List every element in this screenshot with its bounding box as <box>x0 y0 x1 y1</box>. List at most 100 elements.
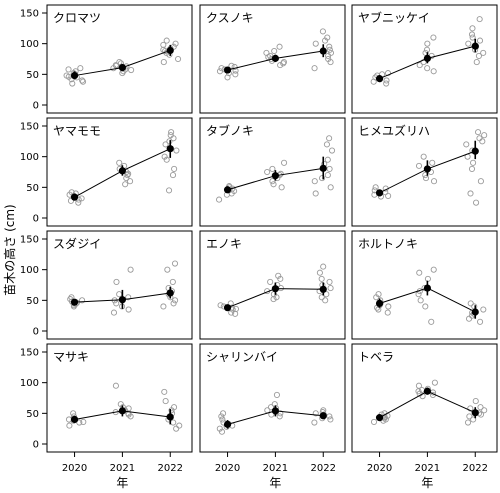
mean-point <box>70 298 79 306</box>
raw-point <box>278 184 285 191</box>
raw-point <box>311 65 318 72</box>
mean-point <box>375 75 384 83</box>
mean-point <box>271 285 279 293</box>
x-tick-label: 2022 <box>311 463 336 474</box>
raw-point <box>322 37 329 44</box>
raw-point <box>480 306 487 313</box>
raw-point <box>463 141 470 148</box>
mean-point <box>423 165 431 173</box>
panel-6: ヒメユズリハ <box>351 117 498 227</box>
mean-point <box>118 167 126 175</box>
raw-point <box>473 59 480 66</box>
raw-point <box>468 165 476 172</box>
raw-point <box>271 47 278 55</box>
raw-point <box>165 187 173 194</box>
raw-point <box>79 78 87 85</box>
mean-point <box>423 284 431 292</box>
raw-point <box>232 71 239 78</box>
y-tick-label: 0 <box>33 327 39 338</box>
x-tick-label: 2020 <box>215 463 240 474</box>
mean-point <box>471 308 479 316</box>
raw-point <box>173 425 180 432</box>
raw-point <box>277 62 284 69</box>
raw-point <box>113 278 120 285</box>
y-tick-label: 100 <box>20 265 39 276</box>
mean-point <box>375 299 384 307</box>
raw-point <box>422 303 429 310</box>
raw-point <box>219 416 226 423</box>
raw-point <box>113 300 120 307</box>
mean-point <box>118 407 126 415</box>
raw-point <box>481 407 488 414</box>
raw-point <box>383 77 390 84</box>
raw-point <box>479 138 486 145</box>
mean-point <box>223 304 232 312</box>
mean-point <box>271 407 279 415</box>
panel-title: ヒメユズリハ <box>358 123 430 138</box>
panel-3: ヤブニッケイ <box>351 4 498 114</box>
raw-point <box>169 278 176 285</box>
raw-point <box>475 129 482 136</box>
mean-point <box>271 172 279 180</box>
raw-point <box>232 305 240 312</box>
raw-point <box>464 419 472 426</box>
raw-point <box>476 135 483 142</box>
raw-point <box>473 199 480 206</box>
raw-point <box>318 275 325 282</box>
y-tick-label: 50 <box>26 70 39 81</box>
raw-point <box>384 309 391 316</box>
raw-point <box>110 309 118 316</box>
panel-frame <box>351 230 498 340</box>
raw-point <box>127 178 134 185</box>
panel-title: ホルトノキ <box>358 237 418 251</box>
raw-point <box>125 405 132 412</box>
raw-point <box>160 303 167 310</box>
raw-point <box>161 153 168 160</box>
raw-point <box>170 43 177 50</box>
raw-point <box>269 165 276 172</box>
raw-point <box>465 315 473 322</box>
mean-point <box>166 46 174 55</box>
raw-point <box>327 285 334 292</box>
raw-point <box>312 40 319 47</box>
mean-point <box>319 285 327 293</box>
mean-point <box>118 63 126 72</box>
raw-point <box>428 318 435 325</box>
raw-point <box>166 138 173 145</box>
raw-point <box>415 162 423 169</box>
raw-point <box>125 306 132 313</box>
panel-10: マサキ 0 50 100 150 2020 2021 2022 年 <box>20 343 193 490</box>
panel-frame <box>46 230 193 340</box>
raw-point <box>322 297 329 304</box>
raw-point <box>160 59 167 66</box>
raw-point <box>312 190 319 197</box>
raw-point <box>465 40 472 47</box>
raw-point <box>170 135 177 142</box>
mean-point <box>423 54 431 62</box>
mean-point <box>166 413 174 421</box>
x-tick-label: 2022 <box>158 463 183 474</box>
panel-7: スダジイ 0 50 100 150 <box>20 230 193 340</box>
raw-point <box>385 192 392 199</box>
y-tick-label: 100 <box>20 378 39 389</box>
raw-point <box>176 422 183 429</box>
panel-frame <box>199 4 346 114</box>
raw-point <box>171 260 179 267</box>
x-tick-label: 2022 <box>463 463 488 474</box>
raw-point <box>424 65 431 72</box>
raw-point <box>281 159 288 166</box>
raw-point <box>476 37 484 44</box>
mean-point <box>471 42 479 50</box>
raw-point <box>116 59 123 66</box>
raw-point <box>324 156 331 163</box>
panel-title: クロマツ <box>53 11 101 25</box>
raw-point <box>477 178 484 185</box>
raw-point <box>327 416 334 423</box>
mean-point <box>223 420 232 428</box>
raw-point <box>312 410 319 417</box>
raw-point <box>270 181 277 188</box>
raw-point <box>477 404 484 411</box>
raw-point <box>375 291 382 298</box>
raw-point <box>323 141 330 148</box>
